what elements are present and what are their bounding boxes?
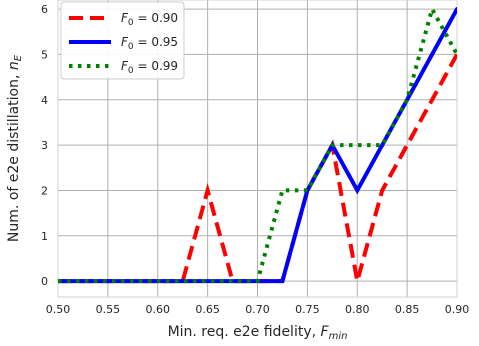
legend-label-0.90: F0 = 0.90: [121, 11, 178, 28]
x-tick-label: 0.85: [395, 303, 420, 316]
y-axis-label: Num. of e2e distillation, nE: [6, 54, 24, 242]
y-axis-label-text: Num. of e2e distillation,: [6, 70, 22, 242]
y-tick-label: 0: [41, 275, 48, 288]
x-tick-label: 0.50: [46, 303, 71, 316]
y-tick-label: 3: [41, 139, 48, 152]
y-tick-label: 4: [41, 94, 48, 107]
x-tick-label: 0.60: [146, 303, 171, 316]
y-tick-label: 2: [41, 184, 48, 197]
x-axis-label-sub: min: [329, 331, 348, 342]
y-axis-label-var: n: [6, 61, 22, 70]
legend: F0 = 0.90 F0 = 0.95 F0 = 0.99: [60, 1, 185, 80]
y-tick-label: 1: [41, 230, 48, 243]
y-tick-label: 6: [41, 3, 48, 16]
y-tick-labels: 0 1 2 3 4 5 6: [41, 3, 48, 288]
x-tick-label: 0.75: [295, 303, 320, 316]
y-axis-label-sub: E: [13, 54, 24, 61]
legend-label-0.95: F0 = 0.95: [121, 35, 178, 52]
series-line-0.99: [58, 3, 457, 284]
x-axis-label: Min. req. e2e fidelity, Fmin: [168, 324, 348, 342]
x-tick-label: 0.80: [345, 303, 370, 316]
legend-box: [60, 1, 185, 80]
plot-border: [57, 0, 458, 298]
legend-label-0.99: F0 = 0.99: [121, 59, 178, 76]
x-tick-label: 0.70: [245, 303, 270, 316]
x-tick-label: 0.65: [195, 303, 220, 316]
x-tick-labels: 0.50 0.55 0.60 0.65 0.70 0.75 0.80 0.85 0.90: [46, 303, 470, 316]
y-tick-label: 5: [41, 48, 48, 61]
x-tick-label: 0.55: [96, 303, 121, 316]
x-axis-label-text: Min. req. e2e fidelity,: [168, 324, 321, 340]
x-tick-label: 0.90: [445, 303, 470, 316]
series-lines: [58, 3, 457, 284]
x-axis-label-var: F: [321, 324, 330, 340]
